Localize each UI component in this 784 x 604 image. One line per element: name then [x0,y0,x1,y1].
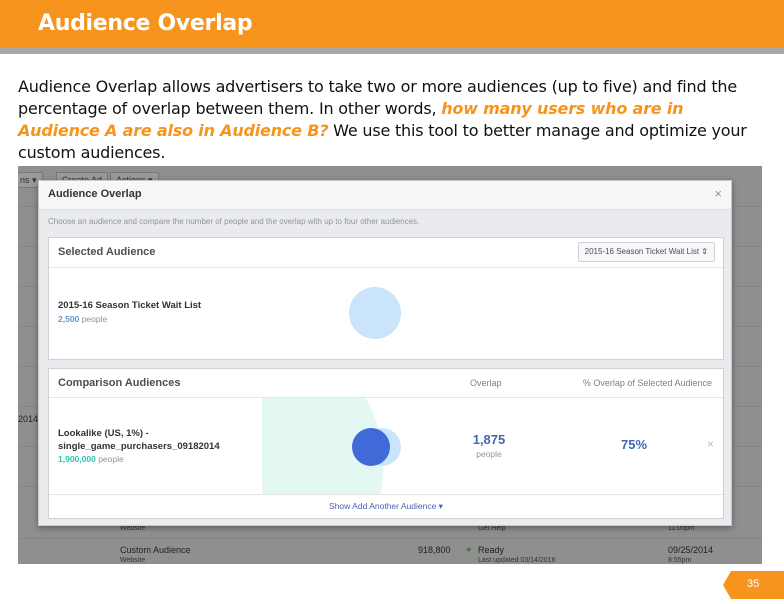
slide-header-bar: Audience Overlap [0,0,784,48]
selected-audience-card: Selected Audience 2015-16 Season Ticket … [48,237,724,360]
comparison-audience-name: Lookalike (US, 1%) - single_game_purchas… [58,427,258,453]
selected-audience-circle [349,287,401,339]
bg-row-website: Website [120,525,146,532]
audience-overlap-dialog: Audience Overlap × Choose an audience an… [38,180,732,526]
bg-row-website: Website [120,557,146,564]
bg-row-status: Ready [478,545,505,555]
bg-row-date: 09/25/2014 [668,545,714,555]
overlap-pct-column-header: % Overlap of Selected Audience [582,378,712,388]
remove-audience-icon[interactable]: × [706,437,714,451]
comparison-name-line1: Lookalike (US, 1%) - [58,428,149,439]
bg-row-updated: Last updated 03/14/2016 [478,557,556,564]
bg-row-get-help: Get Help [478,525,506,532]
selected-count-unit: people [81,314,108,324]
comparison-count-unit: people [98,454,124,464]
comparison-audience-count: 1,900,000 people [58,454,124,464]
show-add-audience-link[interactable]: Show Add Another Audience ▾ [49,494,723,518]
overlap-column-header: Overlap [470,378,502,388]
selected-audience-title: Selected Audience [58,246,156,258]
bg-row-type: Custom Audience [120,545,191,555]
dialog-description: Choose an audience and compare the numbe… [48,217,420,226]
page-number-badge: 35 [723,571,784,599]
intro-highlight: how many users who are in Audience A are… [18,99,684,140]
slide-title: Audience Overlap [38,11,253,36]
page-number: 35 [747,578,760,590]
bg-row-time: 8:55pm [668,557,692,564]
bg-row-time: 11:05pm [668,525,695,532]
dialog-header: Audience Overlap × [39,181,731,210]
comparison-count-value: 1,900,000 [58,454,96,464]
selected-count-value: 2,500 [58,314,80,324]
comparison-name-line2: single_game_purchasers_09182014 [58,441,220,452]
comparison-header: Comparison Audiences Overlap % Overlap o… [49,369,723,398]
dialog-title: Audience Overlap [48,188,142,200]
audience-select-dropdown[interactable]: 2015-16 Season Ticket Wait List ⇕ [577,242,715,262]
overlap-venn-diagram [352,428,401,466]
selected-audience-name: 2015-16 Season Ticket Wait List [58,300,202,311]
ads-manager-screenshot: ns ▾ Create Ad Actions ▾ 2014 Website Ge… [18,166,762,564]
selected-audience-header: Selected Audience 2015-16 Season Ticket … [49,238,723,268]
intro-paragraph: Audience Overlap allows advertisers to t… [18,76,758,164]
intro-text: Audience Overlap allows advertisers to t… [18,77,737,118]
overlap-count: 1,875 [472,432,506,447]
comparison-audiences-card: Comparison Audiences Overlap % Overlap o… [48,368,724,519]
page-badge-shape [723,571,784,599]
comparison-audience-shape [262,398,384,494]
header-divider [0,48,784,54]
bg-row-size: 918,800 [418,545,451,555]
bg-status-dot-icon: ● [466,544,472,554]
selected-audience-count: 2,500 people [58,314,107,324]
intro-text-end: We use this tool to better manage and op… [18,121,747,162]
overlap-count-unit: people [476,449,502,459]
bg-row-line [18,538,762,539]
bg-partial-date: 2014 [18,414,39,424]
close-icon[interactable]: × [714,186,722,201]
overlap-percentage: 75% [620,437,648,452]
comparison-title: Comparison Audiences [58,377,181,389]
